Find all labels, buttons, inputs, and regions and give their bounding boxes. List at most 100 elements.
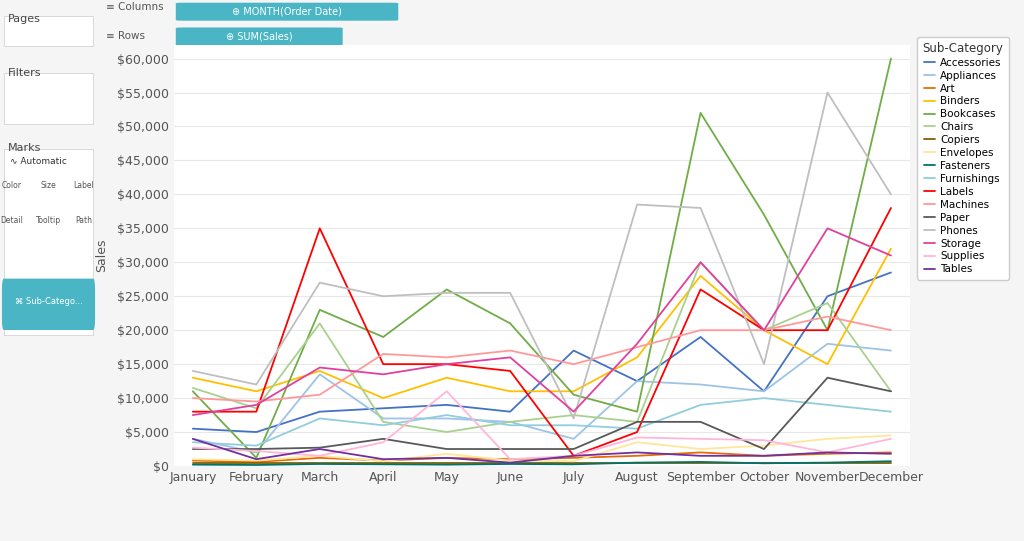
Chairs <box>885 388 897 394</box>
Supplies <box>313 453 326 459</box>
Bookcases <box>186 388 199 394</box>
Copiers <box>377 459 389 466</box>
Chairs <box>567 412 580 418</box>
Art <box>504 456 516 463</box>
Y-axis label: Sales: Sales <box>95 239 109 272</box>
Labels <box>377 361 389 367</box>
Line: Storage: Storage <box>193 228 891 415</box>
Bookcases <box>885 55 897 62</box>
Machines <box>313 392 326 398</box>
Binders <box>885 246 897 252</box>
Phones <box>758 361 770 367</box>
Fasteners <box>567 461 580 467</box>
Bookcases <box>440 286 453 293</box>
Bookcases <box>313 307 326 313</box>
Storage <box>250 401 262 408</box>
Furnishings <box>694 401 707 408</box>
Supplies <box>885 436 897 442</box>
Labels <box>631 429 643 436</box>
Machines <box>885 327 897 333</box>
Chairs <box>377 419 389 425</box>
FancyBboxPatch shape <box>4 73 93 124</box>
Appliances <box>504 419 516 425</box>
Tables <box>504 459 516 466</box>
Chairs <box>504 419 516 425</box>
Appliances <box>186 436 199 442</box>
Fasteners <box>631 459 643 466</box>
Fasteners <box>250 461 262 468</box>
Furnishings <box>631 425 643 432</box>
Storage <box>377 371 389 378</box>
Line: Bookcases: Bookcases <box>193 58 891 458</box>
Envelopes <box>250 457 262 464</box>
Tables <box>377 456 389 463</box>
Fasteners <box>885 458 897 465</box>
Appliances <box>313 371 326 378</box>
Text: Path: Path <box>75 216 92 226</box>
Furnishings <box>758 395 770 401</box>
Fasteners <box>440 461 453 468</box>
Paper <box>186 446 199 452</box>
Supplies <box>186 444 199 451</box>
Bookcases <box>758 212 770 218</box>
Accessories <box>313 408 326 415</box>
Envelopes <box>440 451 453 457</box>
Machines <box>631 344 643 351</box>
Fasteners <box>758 460 770 466</box>
Appliances <box>758 388 770 394</box>
Furnishings <box>186 439 199 445</box>
Supplies <box>567 453 580 459</box>
Supplies <box>758 437 770 444</box>
Appliances <box>885 347 897 354</box>
Chairs <box>821 300 834 306</box>
Machines <box>186 395 199 401</box>
Labels <box>186 408 199 415</box>
Text: ∿ Automatic: ∿ Automatic <box>9 157 67 166</box>
Text: ⊕ SUM(Sales): ⊕ SUM(Sales) <box>226 31 293 42</box>
Furnishings <box>377 422 389 428</box>
Storage <box>567 408 580 415</box>
Fasteners <box>504 461 516 467</box>
Tables <box>250 456 262 463</box>
Accessories <box>377 405 389 412</box>
Phones <box>440 289 453 296</box>
Supplies <box>821 449 834 456</box>
Phones <box>631 201 643 208</box>
Fasteners <box>694 459 707 465</box>
Paper <box>313 444 326 451</box>
Chairs <box>694 259 707 266</box>
Art <box>250 459 262 465</box>
Text: Filters: Filters <box>8 68 41 77</box>
Storage <box>885 252 897 259</box>
Phones <box>186 368 199 374</box>
Phones <box>567 415 580 422</box>
Phones <box>250 381 262 388</box>
Envelopes <box>186 456 199 463</box>
Art <box>377 457 389 464</box>
Envelopes <box>377 458 389 465</box>
Copiers <box>250 459 262 466</box>
Art <box>567 454 580 461</box>
Tables <box>567 453 580 459</box>
Accessories <box>885 269 897 276</box>
Machines <box>440 354 453 361</box>
Labels <box>885 204 897 211</box>
Supplies <box>694 436 707 442</box>
Chairs <box>313 320 326 327</box>
Chairs <box>758 327 770 333</box>
Text: Label: Label <box>73 181 94 190</box>
Paper <box>440 446 453 452</box>
Appliances <box>250 449 262 456</box>
Art <box>694 449 707 456</box>
Paper <box>758 446 770 452</box>
Copiers <box>631 459 643 466</box>
Paper <box>377 436 389 442</box>
Chairs <box>186 385 199 391</box>
Text: ≡ Rows: ≡ Rows <box>106 31 145 41</box>
Storage <box>821 225 834 232</box>
Chairs <box>440 429 453 436</box>
Envelopes <box>694 446 707 452</box>
Fasteners <box>186 461 199 468</box>
Paper <box>504 446 516 452</box>
Phones <box>377 293 389 300</box>
